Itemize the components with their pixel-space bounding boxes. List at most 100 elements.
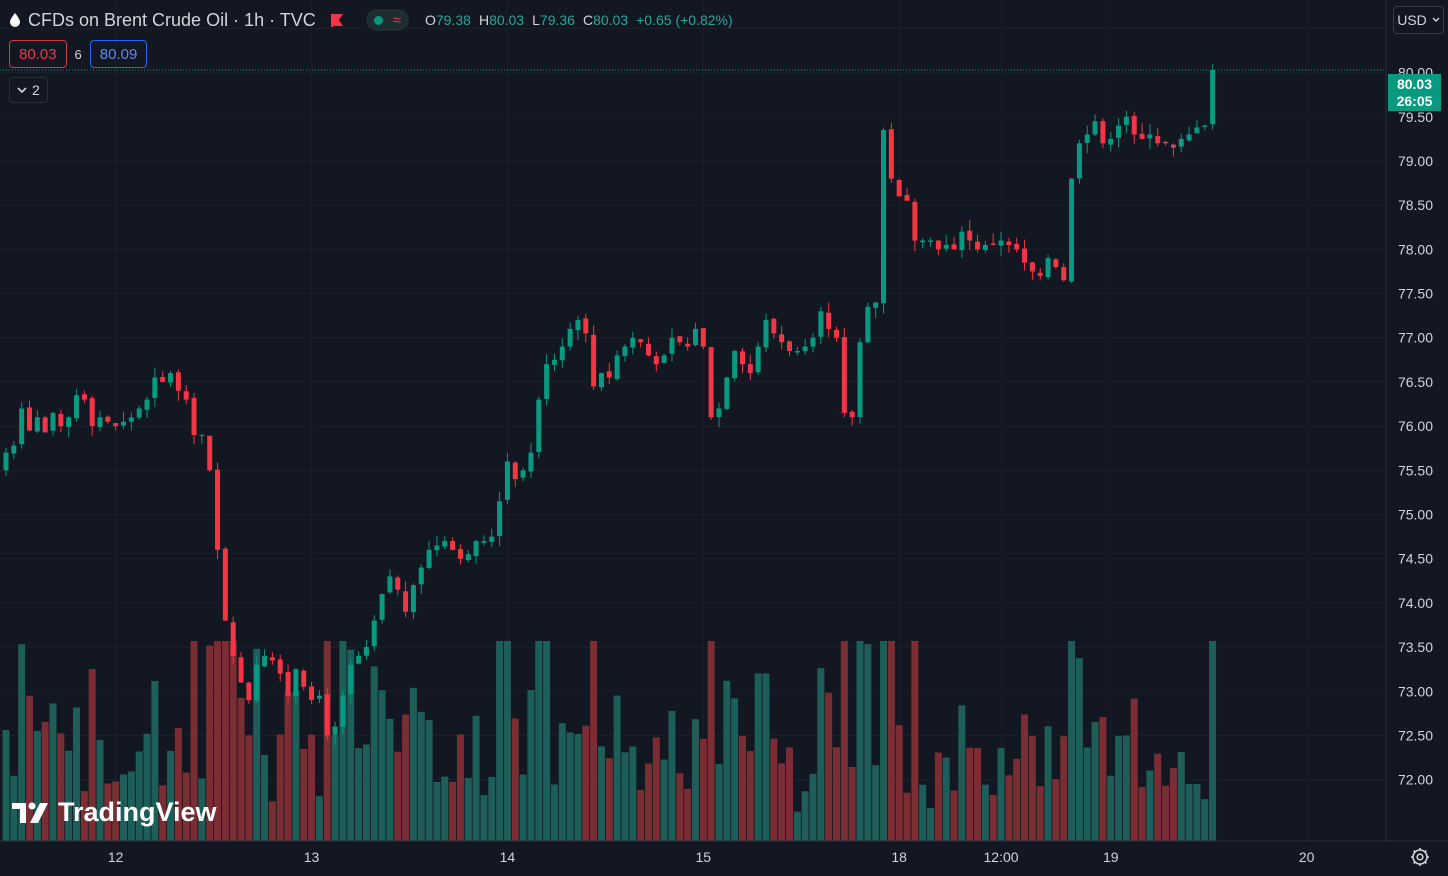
candle-body[interactable] bbox=[559, 346, 565, 361]
candle-body[interactable] bbox=[888, 129, 894, 179]
candle-body[interactable] bbox=[128, 417, 134, 422]
candle-body[interactable] bbox=[512, 462, 518, 480]
candle-body[interactable] bbox=[254, 664, 260, 701]
candle-body[interactable] bbox=[787, 341, 792, 352]
candle-body[interactable] bbox=[1100, 121, 1106, 144]
candle-body[interactable] bbox=[873, 302, 879, 308]
candle-body[interactable] bbox=[708, 347, 714, 418]
candle-body[interactable] bbox=[583, 318, 589, 334]
candle-body[interactable] bbox=[763, 320, 769, 348]
candle-body[interactable] bbox=[834, 329, 840, 338]
candle-body[interactable] bbox=[301, 670, 307, 687]
flag-icon[interactable] bbox=[330, 13, 344, 27]
candle-body[interactable] bbox=[58, 413, 64, 427]
candle-body[interactable] bbox=[285, 672, 291, 696]
candle-body[interactable] bbox=[575, 320, 581, 331]
candle-body[interactable] bbox=[1210, 69, 1216, 125]
candle-body[interactable] bbox=[920, 240, 926, 243]
candle-body[interactable] bbox=[951, 244, 957, 250]
candle-body[interactable] bbox=[160, 377, 166, 382]
candle-body[interactable] bbox=[990, 243, 996, 245]
candle-body[interactable] bbox=[371, 620, 377, 647]
candle-body[interactable] bbox=[810, 337, 816, 347]
candle-body[interactable] bbox=[19, 408, 25, 445]
candle-body[interactable] bbox=[1147, 134, 1153, 139]
candle-body[interactable] bbox=[528, 452, 534, 472]
candle-body[interactable] bbox=[794, 351, 800, 353]
candle-body[interactable] bbox=[481, 541, 487, 543]
candle-body[interactable] bbox=[614, 355, 620, 380]
candle-body[interactable] bbox=[724, 377, 730, 409]
candle-body[interactable] bbox=[34, 417, 40, 432]
buy-button[interactable]: 80.09 bbox=[89, 40, 148, 68]
candle-body[interactable] bbox=[975, 241, 981, 250]
candle-body[interactable] bbox=[1037, 272, 1043, 276]
candle-body[interactable] bbox=[849, 411, 855, 418]
candle-body[interactable] bbox=[105, 416, 111, 422]
candle-body[interactable] bbox=[598, 373, 604, 388]
candle-body[interactable] bbox=[1069, 178, 1075, 282]
candle-body[interactable] bbox=[896, 180, 902, 197]
candle-body[interactable] bbox=[669, 337, 675, 354]
candle-body[interactable] bbox=[269, 657, 275, 661]
candle-body[interactable] bbox=[363, 647, 369, 656]
candle-body[interactable] bbox=[465, 554, 471, 561]
candle-body[interactable] bbox=[340, 695, 346, 727]
candle-body[interactable] bbox=[457, 549, 463, 559]
candle-body[interactable] bbox=[1014, 243, 1020, 250]
candle-body[interactable] bbox=[418, 567, 424, 585]
candle-body[interactable] bbox=[536, 399, 542, 452]
candle-body[interactable] bbox=[66, 417, 72, 427]
candle-body[interactable] bbox=[152, 377, 158, 398]
candle-body[interactable] bbox=[1108, 138, 1114, 145]
candle-body[interactable] bbox=[403, 591, 409, 612]
candle-body[interactable] bbox=[11, 445, 17, 454]
candle-body[interactable] bbox=[967, 230, 973, 241]
settings-gear-icon[interactable] bbox=[1409, 846, 1431, 868]
candle-body[interactable] bbox=[332, 726, 338, 735]
candle-body[interactable] bbox=[183, 391, 189, 400]
candle-body[interactable] bbox=[246, 682, 252, 701]
candle-body[interactable] bbox=[175, 372, 181, 391]
candle-body[interactable] bbox=[935, 240, 941, 250]
candle-body[interactable] bbox=[1123, 116, 1129, 126]
candle-body[interactable] bbox=[504, 461, 510, 500]
candle-body[interactable] bbox=[1092, 121, 1098, 135]
candle-body[interactable] bbox=[222, 548, 228, 621]
candle-body[interactable] bbox=[497, 501, 503, 537]
candle-body[interactable] bbox=[387, 576, 393, 593]
candle-body[interactable] bbox=[74, 395, 80, 419]
candle-body[interactable] bbox=[865, 306, 871, 343]
candle-body[interactable] bbox=[27, 407, 33, 431]
candle-body[interactable] bbox=[739, 351, 745, 365]
candle-body[interactable] bbox=[395, 577, 401, 590]
candle-body[interactable] bbox=[113, 423, 119, 427]
candle-body[interactable] bbox=[1178, 138, 1184, 147]
candle-body[interactable] bbox=[42, 417, 48, 433]
candle-body[interactable] bbox=[716, 408, 722, 418]
candle-body[interactable] bbox=[1053, 259, 1059, 268]
candle-body[interactable] bbox=[645, 343, 651, 356]
candle-body[interactable] bbox=[661, 355, 667, 363]
candle-body[interactable] bbox=[904, 195, 910, 201]
candle-body[interactable] bbox=[410, 585, 416, 613]
candle-body[interactable] bbox=[1116, 125, 1122, 138]
candle-body[interactable] bbox=[1084, 134, 1090, 143]
candle-body[interactable] bbox=[551, 359, 557, 365]
candle-body[interactable] bbox=[802, 346, 808, 352]
candle-body[interactable] bbox=[136, 408, 142, 418]
candle-body[interactable] bbox=[606, 371, 612, 378]
candle-body[interactable] bbox=[700, 328, 706, 347]
candle-body[interactable] bbox=[826, 312, 832, 329]
candle-body[interactable] bbox=[998, 240, 1004, 246]
candle-body[interactable] bbox=[1163, 141, 1169, 144]
candle-body[interactable] bbox=[857, 342, 863, 417]
candle-body[interactable] bbox=[622, 346, 628, 357]
symbol-title[interactable]: CFDs on Brent Crude Oil · 1h · TVC bbox=[28, 9, 316, 30]
candle-body[interactable] bbox=[1155, 136, 1161, 144]
candle-body[interactable] bbox=[121, 421, 127, 426]
candle-body[interactable] bbox=[732, 351, 738, 379]
candle-body[interactable] bbox=[677, 336, 683, 343]
candle-body[interactable] bbox=[755, 346, 761, 373]
candle-body[interactable] bbox=[356, 655, 362, 664]
